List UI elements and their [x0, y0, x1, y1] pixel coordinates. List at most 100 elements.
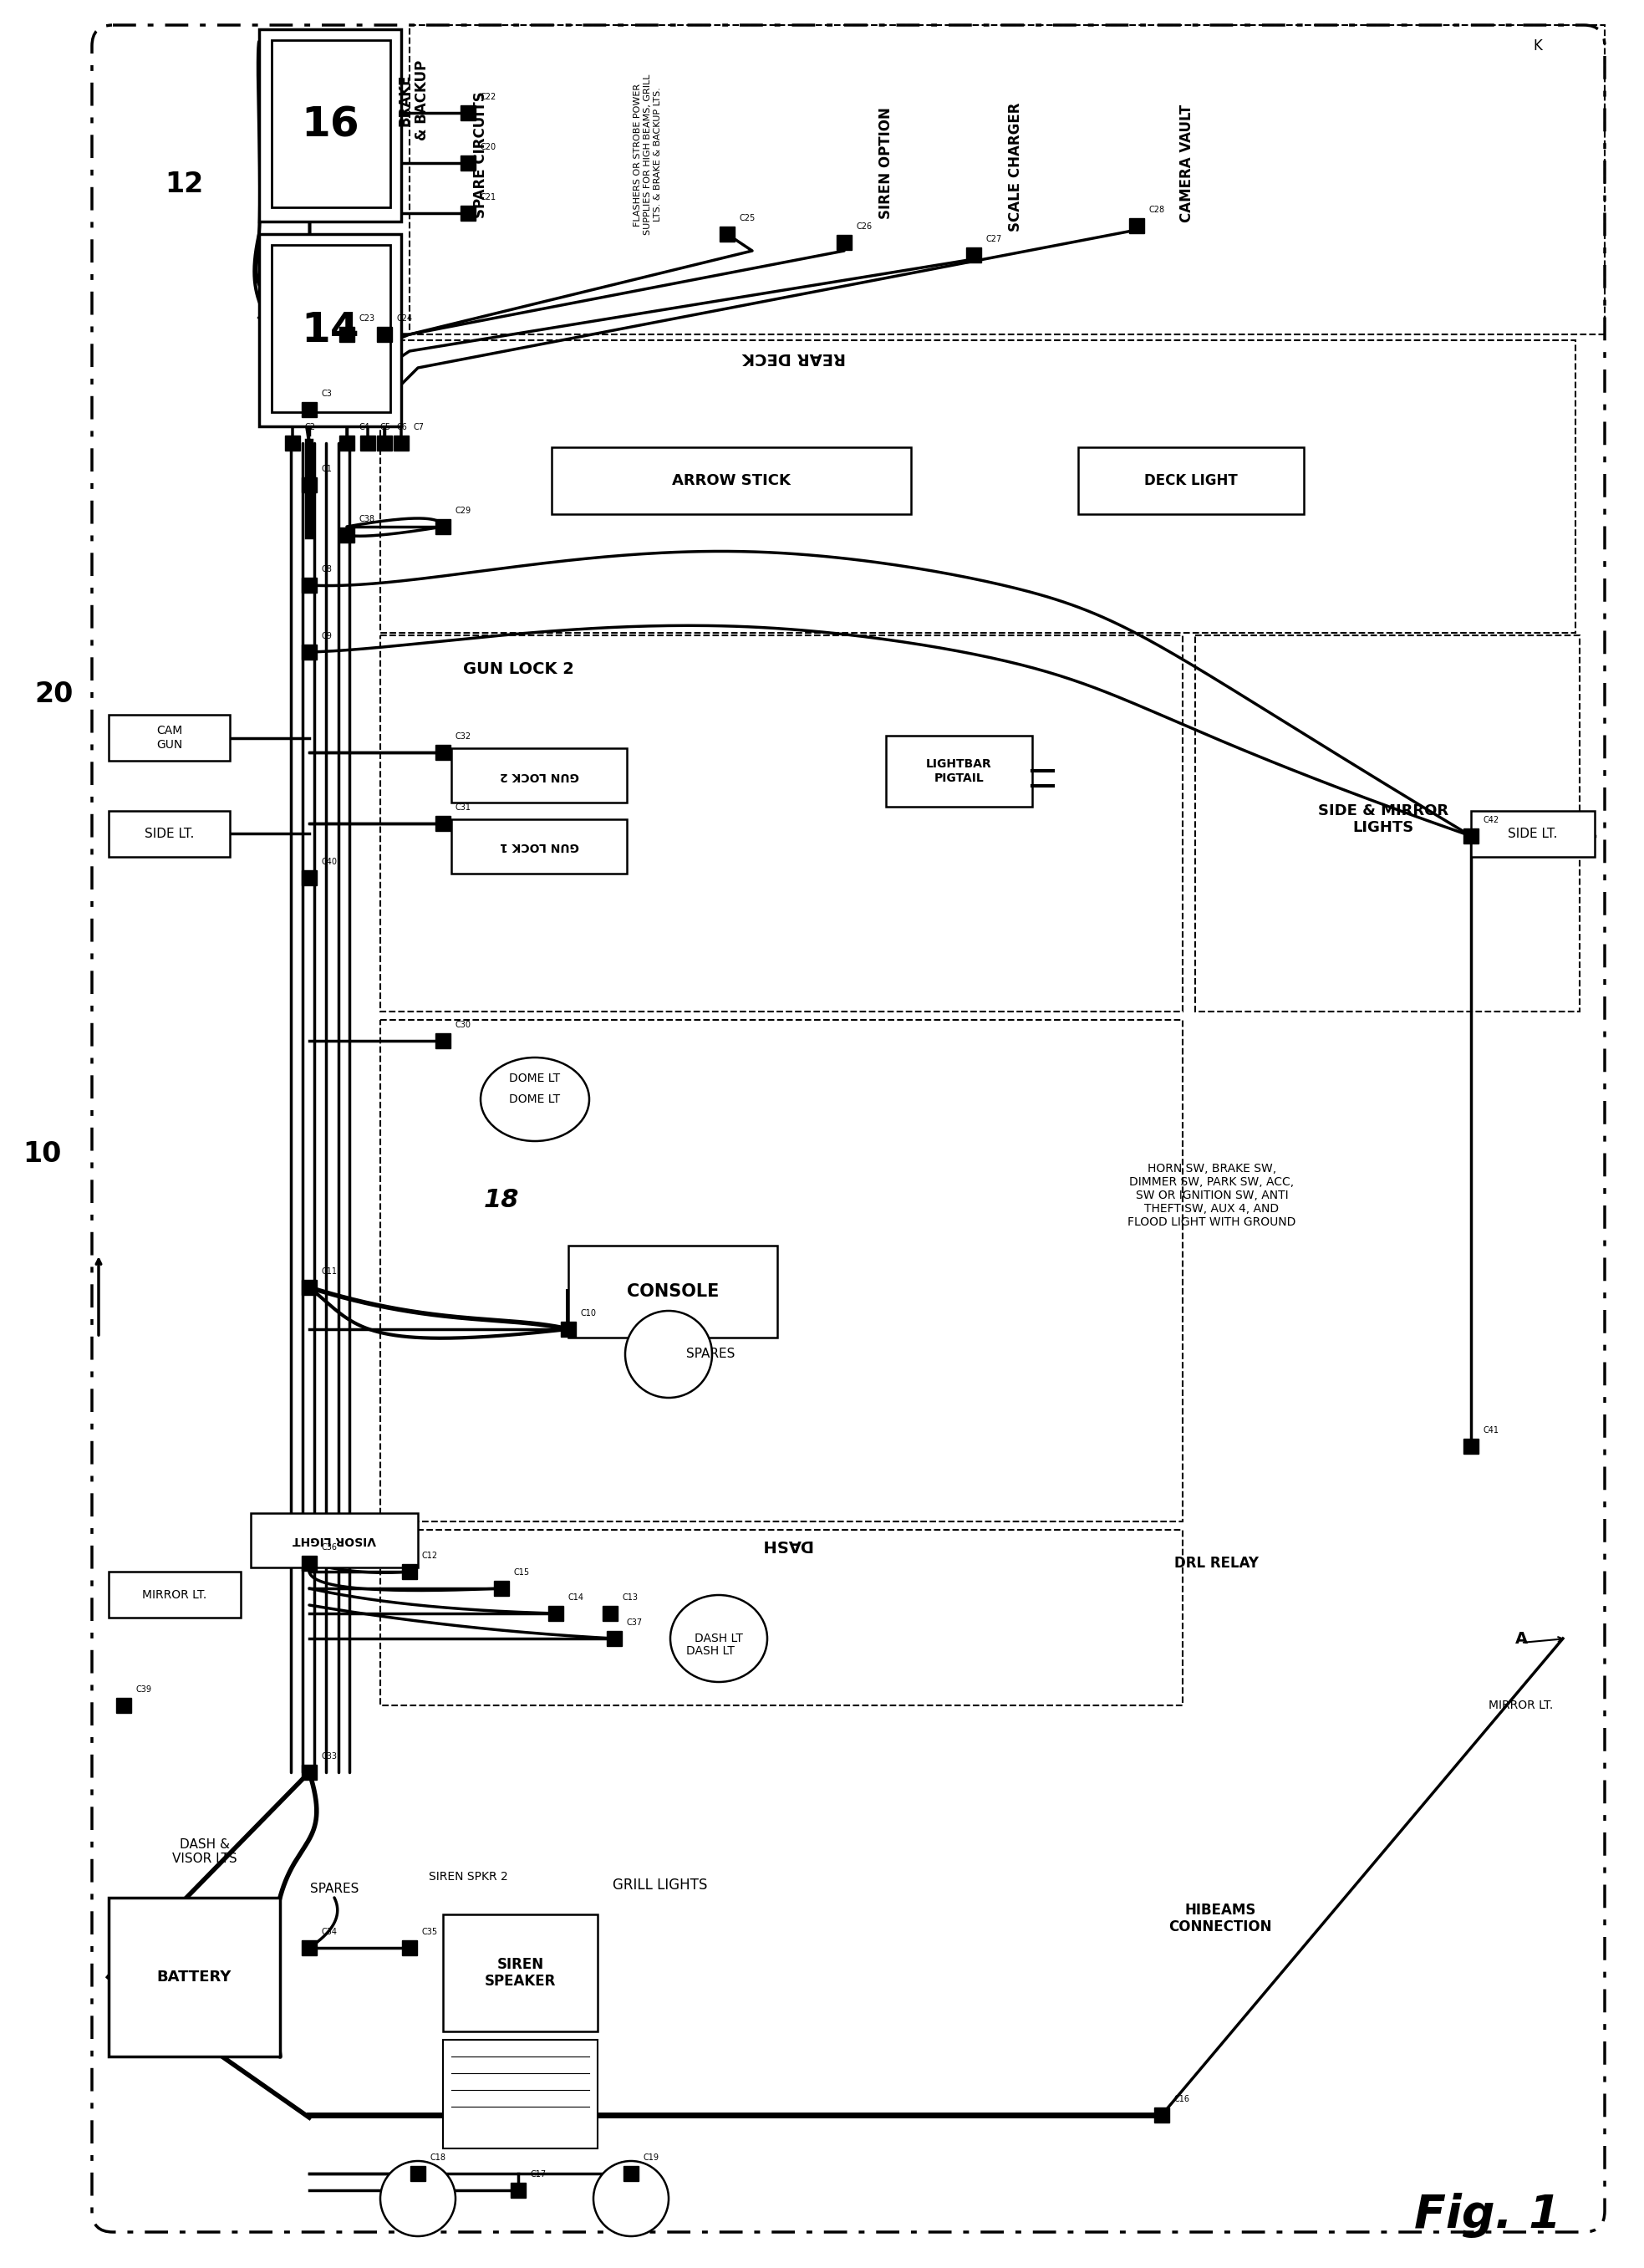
Text: DOME LT: DOME LT: [510, 1093, 561, 1105]
Text: 18: 18: [483, 1188, 520, 1211]
Text: SIREN OPTION: SIREN OPTION: [878, 107, 893, 220]
Text: GUN LOCK 1: GUN LOCK 1: [500, 841, 579, 853]
Text: DOME LT: DOME LT: [510, 1073, 561, 1084]
Text: BRAKE
& BACKUP: BRAKE & BACKUP: [398, 59, 431, 141]
Text: C32: C32: [455, 733, 470, 742]
Bar: [561, 1322, 575, 1336]
Bar: [302, 401, 317, 417]
Bar: [436, 519, 450, 535]
Text: C37: C37: [626, 1619, 643, 1626]
Text: C15: C15: [513, 1567, 529, 1576]
Bar: [380, 1531, 1182, 1706]
Text: DASH LT: DASH LT: [695, 1633, 743, 1644]
Bar: [109, 1572, 240, 1617]
Bar: [460, 156, 475, 170]
Bar: [302, 644, 317, 660]
Bar: [411, 2166, 426, 2182]
Text: C17: C17: [529, 2170, 546, 2180]
Text: C24: C24: [396, 315, 413, 322]
Text: C4: C4: [358, 424, 370, 431]
Text: Fig. 1: Fig. 1: [1414, 2193, 1562, 2239]
Bar: [720, 227, 735, 243]
Bar: [442, 2039, 597, 2148]
Bar: [607, 1631, 621, 1647]
Text: ARROW STICK: ARROW STICK: [672, 474, 791, 488]
Bar: [302, 1765, 317, 1780]
Text: C2: C2: [304, 424, 316, 431]
Text: VISOR LIGHT: VISOR LIGHT: [293, 1535, 376, 1547]
Bar: [569, 1245, 778, 1338]
Text: C13: C13: [621, 1594, 638, 1601]
Text: FLASHERS OR STROBE POWER
SUPPLIES FOR HIGH BEAMS, GRILL
LTS. & BRAKE & BACKUP LT: FLASHERS OR STROBE POWER SUPPLIES FOR HI…: [635, 75, 661, 236]
Text: MIRROR LT.: MIRROR LT.: [143, 1590, 207, 1601]
Text: GRILL LIGHTS: GRILL LIGHTS: [613, 1878, 707, 1894]
Bar: [376, 435, 391, 451]
Text: DASH: DASH: [760, 1538, 812, 1554]
Bar: [271, 245, 390, 413]
Bar: [109, 812, 230, 857]
Text: BATTERY: BATTERY: [156, 1969, 232, 1984]
Text: C5: C5: [380, 424, 390, 431]
Text: C14: C14: [567, 1594, 584, 1601]
Text: SPARES: SPARES: [686, 1347, 735, 1361]
Text: SIDE LT.: SIDE LT.: [145, 828, 194, 839]
Text: C1: C1: [321, 465, 332, 474]
Bar: [302, 871, 317, 885]
Text: C35: C35: [421, 1928, 437, 1937]
Ellipse shape: [671, 1594, 768, 1683]
Bar: [302, 1279, 317, 1295]
Bar: [436, 744, 450, 760]
Text: C26: C26: [857, 222, 871, 231]
Bar: [460, 104, 475, 120]
Text: SCALE CHARGER: SCALE CHARGER: [1008, 102, 1023, 231]
Bar: [623, 2166, 638, 2182]
Bar: [376, 327, 391, 342]
Bar: [271, 41, 390, 206]
Bar: [109, 1898, 279, 2057]
Bar: [302, 476, 317, 492]
Text: SIREN SPKR 2: SIREN SPKR 2: [429, 1871, 508, 1882]
Bar: [360, 435, 375, 451]
Text: DECK LIGHT: DECK LIGHT: [1144, 474, 1238, 488]
Text: GUN LOCK 2: GUN LOCK 2: [462, 660, 574, 676]
Text: LIGHTBAR
PIGTAIL: LIGHTBAR PIGTAIL: [926, 758, 991, 785]
Bar: [1078, 447, 1304, 515]
Text: K: K: [1534, 39, 1542, 54]
Text: C21: C21: [480, 193, 496, 202]
Text: C25: C25: [738, 213, 755, 222]
Bar: [380, 635, 1182, 1012]
Bar: [284, 435, 301, 451]
Bar: [1463, 828, 1478, 844]
Bar: [409, 25, 1605, 333]
Text: C42: C42: [1483, 816, 1499, 823]
Bar: [302, 1556, 317, 1572]
Bar: [837, 236, 852, 249]
Bar: [886, 735, 1032, 807]
Text: C23: C23: [358, 315, 375, 322]
Bar: [452, 748, 626, 803]
Bar: [436, 816, 450, 830]
Bar: [549, 1606, 564, 1622]
Text: HIBEAMS
CONNECTION: HIBEAMS CONNECTION: [1169, 1903, 1272, 1935]
Bar: [339, 435, 355, 451]
Bar: [967, 247, 981, 263]
Bar: [603, 1606, 618, 1622]
Bar: [380, 340, 1575, 633]
Bar: [339, 327, 355, 342]
Bar: [302, 578, 317, 592]
Bar: [493, 1581, 510, 1597]
Text: C11: C11: [321, 1268, 337, 1275]
Text: C7: C7: [413, 424, 424, 431]
Text: SIREN
SPEAKER: SIREN SPEAKER: [485, 1957, 556, 1989]
Bar: [460, 206, 475, 220]
Text: C36: C36: [321, 1542, 337, 1551]
Bar: [109, 714, 230, 760]
Text: C40: C40: [321, 857, 337, 866]
Text: C28: C28: [1149, 206, 1164, 213]
Ellipse shape: [625, 1311, 712, 1397]
Bar: [117, 1699, 132, 1712]
Text: C9: C9: [321, 633, 332, 640]
Text: C20: C20: [480, 143, 496, 152]
Text: C6: C6: [396, 424, 408, 431]
Text: SPARES: SPARES: [311, 1882, 358, 1896]
